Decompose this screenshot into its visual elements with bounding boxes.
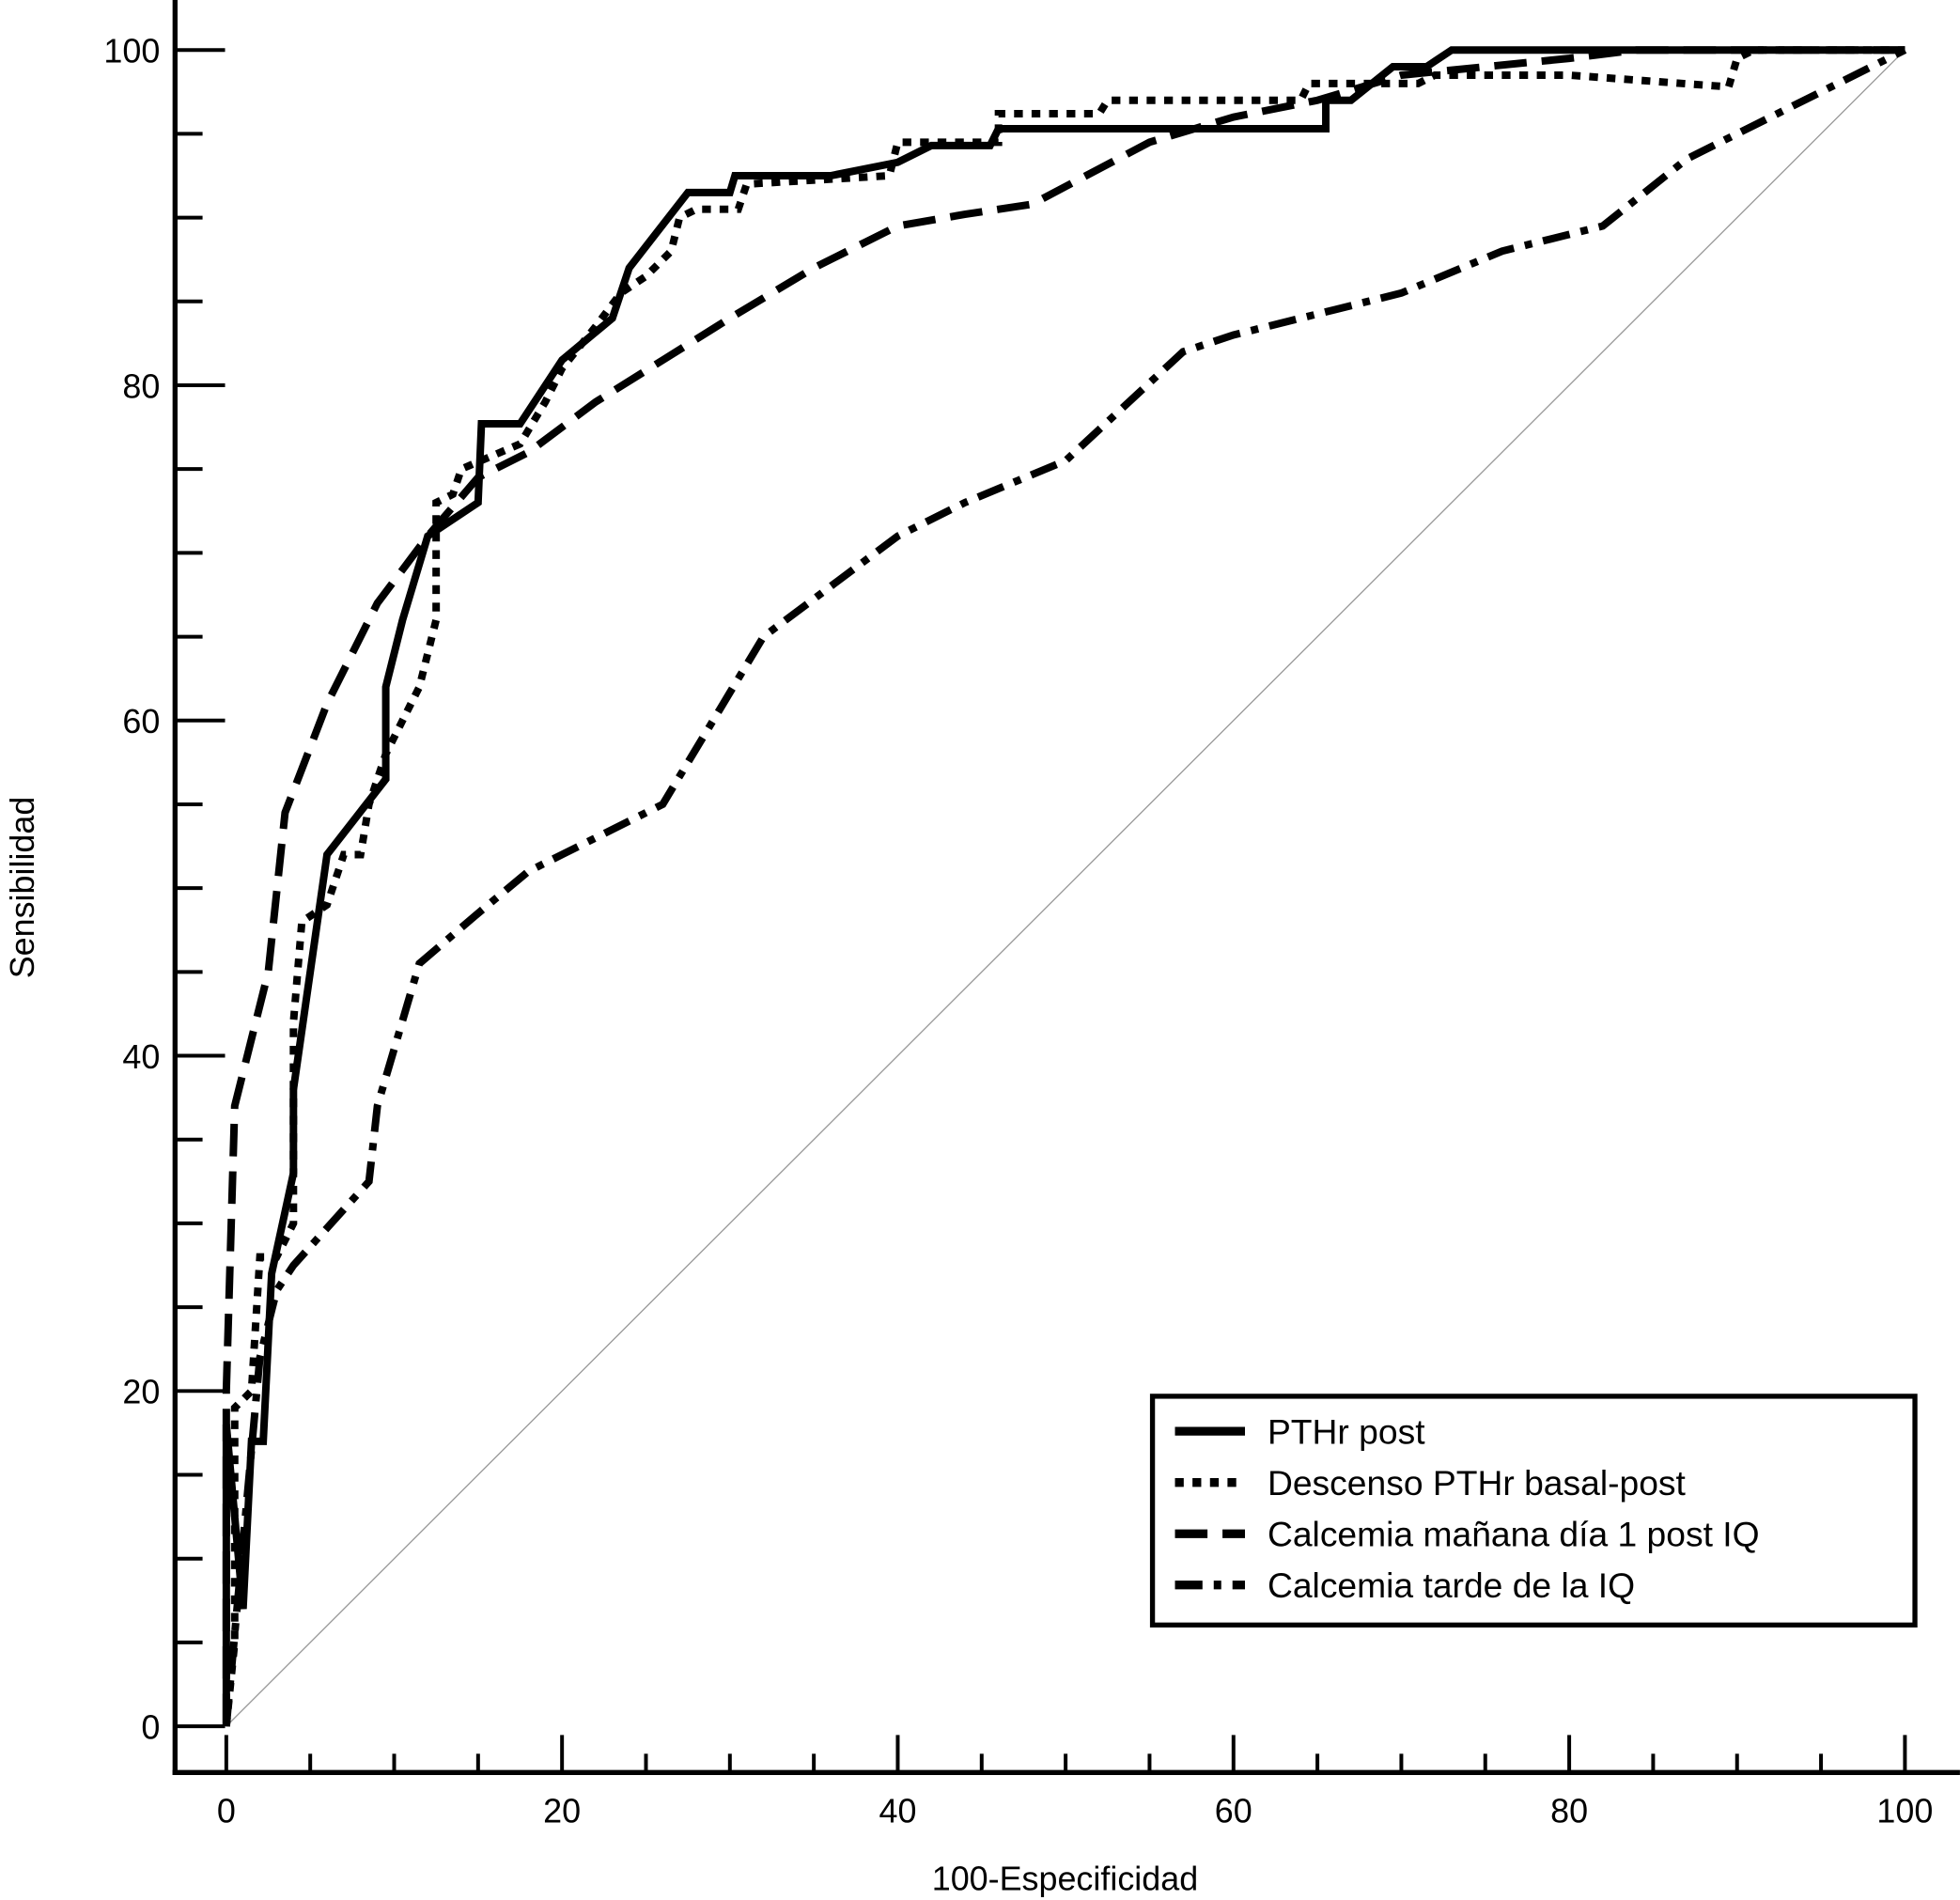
- x-tick-label: 100: [1876, 1792, 1933, 1830]
- y-tick-label: 80: [122, 366, 160, 405]
- legend-label: PTHr post: [1268, 1411, 1425, 1451]
- y-tick-label: 60: [122, 702, 160, 740]
- x-tick-label: 60: [1215, 1792, 1252, 1830]
- x-tick-label: 20: [543, 1792, 581, 1830]
- y-tick-label: 100: [103, 32, 160, 70]
- x-tick-label: 0: [217, 1792, 236, 1830]
- legend-label: Calcemia tarde de la IQ: [1268, 1565, 1635, 1605]
- legend-label: Descenso PTHr basal-post: [1268, 1463, 1687, 1503]
- x-tick-label: 40: [879, 1792, 916, 1830]
- axis-ticks: 0 20 40 60 80 100 0 20 40 60 80 100: [103, 32, 1933, 1830]
- legend-box: [1149, 1394, 1918, 1628]
- reference-diagonal: [226, 49, 1906, 1727]
- series-line-dotted: [222, 46, 1906, 1727]
- series-line-dashed: [222, 46, 1906, 1727]
- series-line-solid: [222, 46, 1906, 1727]
- legend: PTHr post Descenso PTHr basal-post Calcemi…: [1149, 1394, 1918, 1628]
- x-tick-label: 80: [1550, 1792, 1588, 1830]
- legend-label: Calcemia mañana día 1 post IQ: [1268, 1515, 1760, 1554]
- y-tick-label: 40: [122, 1037, 160, 1076]
- y-tick-label: 0: [141, 1707, 160, 1746]
- y-axis-title: Sensibilidad: [3, 797, 41, 979]
- series-line-dash-dot: [222, 46, 1907, 1727]
- y-tick-label: 20: [122, 1373, 160, 1411]
- x-axis-title: 100-Especificidad: [932, 1859, 1198, 1897]
